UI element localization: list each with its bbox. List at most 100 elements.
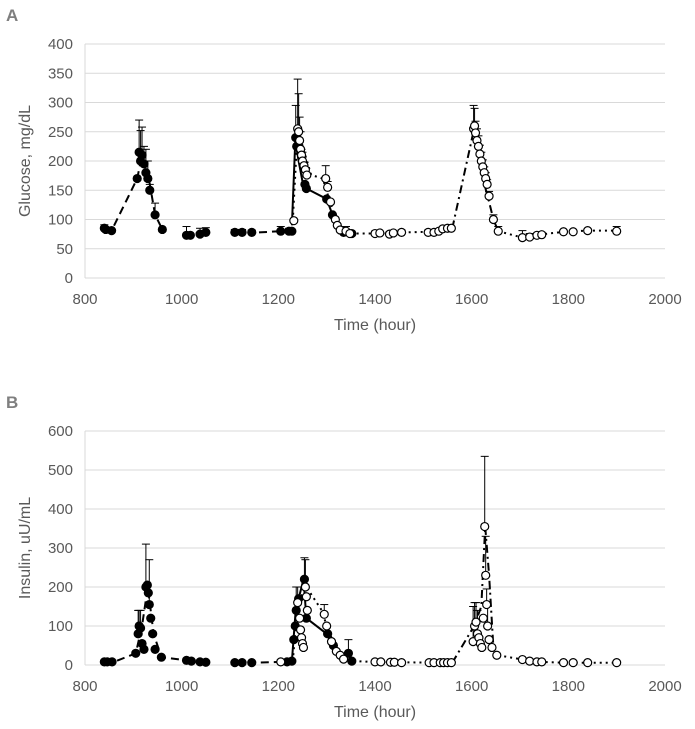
y-axis-title: Glucose, mg/dL <box>17 105 34 217</box>
data-point-filled <box>142 580 152 590</box>
data-point-filled <box>291 605 301 616</box>
data-point-filled <box>289 635 299 645</box>
data-point-open <box>484 635 494 645</box>
data-point-open <box>302 170 312 180</box>
data-point-open <box>558 658 569 668</box>
data-point-open <box>478 613 488 623</box>
panel-a: A 0 50 100 150 200 250 300 350 400 800 1000 1200 140… <box>6 6 682 334</box>
data-point-open <box>558 227 569 237</box>
data-point-open <box>537 657 547 667</box>
panel-label-a: A <box>6 6 18 25</box>
data-point-open <box>471 617 481 627</box>
data-point-filled <box>132 173 142 184</box>
data-point-filled <box>146 613 156 623</box>
data-point-filled <box>131 648 141 658</box>
x-tick-label: 2000 <box>648 291 681 308</box>
data-point-open <box>293 597 303 608</box>
data-point-filled <box>156 652 166 662</box>
data-point-filled <box>137 150 147 160</box>
data-point-open <box>482 599 492 610</box>
x-tick-label: 2000 <box>648 678 681 695</box>
data-point-open <box>298 642 309 653</box>
data-point-filled <box>237 658 247 668</box>
x-tick-label: 800 <box>72 678 97 695</box>
y-tick-label: 200 <box>48 579 73 596</box>
y-axis-title: Insulin, uU/mL <box>17 497 34 599</box>
data-point-open <box>480 521 490 532</box>
series-line-dotted <box>498 229 617 239</box>
data-point-filled <box>347 656 357 666</box>
data-point-filled <box>323 629 333 639</box>
data-point-open <box>276 657 286 667</box>
data-point-open <box>302 605 312 616</box>
data-point-open <box>446 223 456 233</box>
data-point-filled <box>145 185 155 195</box>
data-point-filled <box>247 227 257 237</box>
y-tick-label: 300 <box>48 95 73 112</box>
data-point-filled <box>247 658 257 668</box>
data-point-open <box>338 654 349 664</box>
data-point-filled <box>139 644 149 655</box>
data-point-open <box>289 216 299 226</box>
data-point-open <box>493 226 503 236</box>
data-point-filled <box>150 644 160 655</box>
data-point-filled <box>287 226 297 236</box>
data-point-filled <box>186 656 196 666</box>
data-point-open <box>376 657 386 667</box>
data-point-filled <box>201 657 211 667</box>
data-point-filled <box>143 173 153 184</box>
data-point-open <box>612 658 622 668</box>
data-point-open <box>295 625 306 635</box>
y-tick-label: 400 <box>48 36 73 53</box>
data-point-open <box>482 179 492 189</box>
panel-label-b: B <box>6 393 18 412</box>
data-point-filled <box>143 588 153 598</box>
data-point-open <box>488 214 499 225</box>
data-point-open <box>446 658 456 668</box>
data-point-filled <box>106 226 117 236</box>
x-tick-label: 800 <box>72 291 97 308</box>
y-tick-label: 200 <box>48 153 73 170</box>
y-tick-label: 0 <box>65 657 73 674</box>
data-point-open <box>481 570 491 580</box>
x-tick-label: 1800 <box>552 678 585 695</box>
data-point-open <box>301 592 311 602</box>
data-point-filled <box>139 159 149 169</box>
x-axis-title: Time (hour) <box>334 317 416 334</box>
data-point-open <box>492 650 502 660</box>
x-tick-label: 1000 <box>165 678 198 695</box>
data-point-open <box>295 613 305 623</box>
data-point-open <box>537 230 547 240</box>
x-tick-label: 1200 <box>262 291 295 308</box>
series-line-dotted <box>291 585 453 664</box>
data-point-open <box>583 226 593 236</box>
data-point-open <box>568 658 578 668</box>
y-tick-label: 600 <box>48 423 73 440</box>
data-point-open <box>375 228 385 238</box>
data-point-open <box>396 658 407 668</box>
data-point-open <box>568 227 578 237</box>
data-point-open <box>396 227 407 237</box>
data-point-open <box>345 228 355 239</box>
data-point-open <box>583 658 593 668</box>
x-tick-label: 1400 <box>358 291 391 308</box>
data-point-open <box>295 135 305 146</box>
y-tick-label: 50 <box>56 241 73 258</box>
data-point-open <box>612 226 622 236</box>
x-tick-label: 1800 <box>552 291 585 308</box>
x-tick-label: 1600 <box>455 678 488 695</box>
y-tick-label: 100 <box>48 212 73 229</box>
data-point-filled <box>201 227 211 237</box>
y-tick-label: 0 <box>65 270 73 287</box>
data-point-filled <box>287 656 297 666</box>
data-point-open <box>323 182 333 192</box>
data-point-open <box>484 191 494 201</box>
data-point-filled <box>299 574 310 584</box>
data-point-open <box>470 128 481 138</box>
data-point-open <box>487 642 497 653</box>
y-tick-label: 100 <box>48 618 73 635</box>
y-tick-label: 300 <box>48 540 73 557</box>
x-tick-label: 1200 <box>262 678 295 695</box>
data-point-filled <box>343 648 354 658</box>
data-point-filled <box>301 183 311 194</box>
